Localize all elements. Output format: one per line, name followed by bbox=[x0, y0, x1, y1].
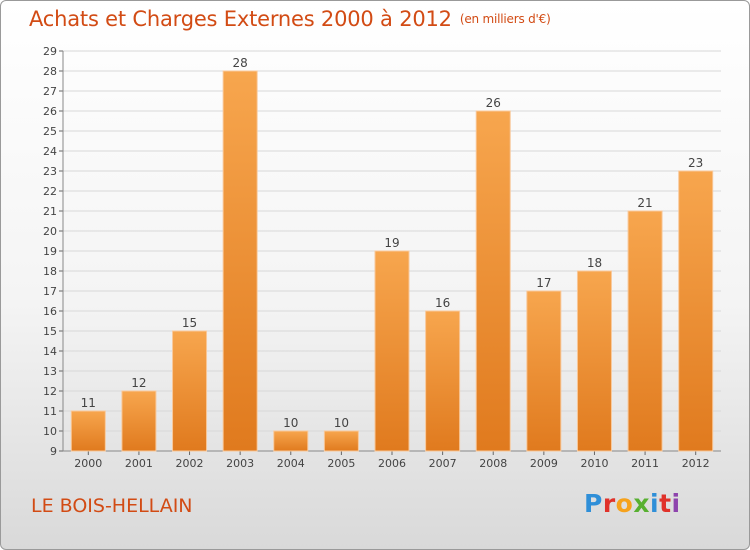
x-tick-label-2001: 2001 bbox=[125, 457, 153, 470]
bar-2012 bbox=[678, 170, 714, 452]
y-tick-label: 12 bbox=[43, 385, 57, 398]
x-tick-label-2006: 2006 bbox=[378, 457, 406, 470]
y-tick-label: 25 bbox=[43, 125, 57, 138]
data-label-2006: 19 bbox=[384, 236, 399, 250]
x-tick-label-2007: 2007 bbox=[429, 457, 457, 470]
y-tick-label: 11 bbox=[43, 405, 57, 418]
x-tick-labels: 2000 2001 2002 2003 2004 2005 2006 2007 2008 2009… bbox=[74, 457, 709, 470]
bar-2008 bbox=[475, 110, 511, 452]
bar-2009 bbox=[526, 290, 562, 452]
y-tick-label: 27 bbox=[43, 85, 57, 98]
data-label-2011: 21 bbox=[637, 196, 652, 210]
y-tick-labels: 9 10 11 12 13 14 15 16 17 18 19 20 21 22 23 24 25 26 27 28 2… bbox=[43, 45, 57, 458]
data-label-2010: 18 bbox=[587, 256, 602, 270]
y-tick-label: 15 bbox=[43, 325, 57, 338]
y-tick-label: 18 bbox=[43, 265, 57, 278]
x-tick-label-2008: 2008 bbox=[479, 457, 507, 470]
bar-2003 bbox=[222, 70, 258, 452]
x-tick-label-2011: 2011 bbox=[631, 457, 659, 470]
x-tick-label-2000: 2000 bbox=[74, 457, 102, 470]
x-tick-label-2005: 2005 bbox=[327, 457, 355, 470]
bar-2002 bbox=[172, 330, 208, 452]
proxiti-logo: Proxiti bbox=[584, 489, 681, 518]
data-label-2000: 11 bbox=[81, 396, 96, 410]
bar-2011 bbox=[627, 210, 663, 452]
data-label-2007: 16 bbox=[435, 296, 450, 310]
y-tick-label: 16 bbox=[43, 305, 57, 318]
y-tick-label: 26 bbox=[43, 105, 57, 118]
y-tick-label: 17 bbox=[43, 285, 57, 298]
chart-title: Achats et Charges Externes 2000 à 2012 (e… bbox=[29, 7, 551, 31]
data-labels: 11 12 15 28 10 10 19 16 26 17 18 21 23 bbox=[81, 56, 704, 430]
x-tick-label-2012: 2012 bbox=[682, 457, 710, 470]
y-tick-label: 9 bbox=[50, 445, 57, 458]
bar-2006 bbox=[374, 250, 410, 452]
data-label-2004: 10 bbox=[283, 416, 298, 430]
y-tick-label: 24 bbox=[43, 145, 57, 158]
bar-2004 bbox=[273, 430, 309, 452]
data-label-2002: 15 bbox=[182, 316, 197, 330]
y-tick-label: 13 bbox=[43, 365, 57, 378]
data-label-2001: 12 bbox=[131, 376, 146, 390]
bar-2000 bbox=[70, 410, 106, 452]
x-tick-label-2003: 2003 bbox=[226, 457, 254, 470]
x-tick-label-2002: 2002 bbox=[176, 457, 204, 470]
data-label-2005: 10 bbox=[334, 416, 349, 430]
y-tick-label: 29 bbox=[43, 45, 57, 58]
bars bbox=[70, 70, 714, 452]
x-tick-label-2004: 2004 bbox=[277, 457, 305, 470]
data-label-2003: 28 bbox=[233, 56, 248, 70]
x-tick-label-2009: 2009 bbox=[530, 457, 558, 470]
chart-title-text: Achats et Charges Externes 2000 à 2012 bbox=[29, 7, 452, 31]
bar-2005 bbox=[323, 430, 359, 452]
data-label-2008: 26 bbox=[486, 96, 501, 110]
y-tick-label: 23 bbox=[43, 165, 57, 178]
y-tick-label: 28 bbox=[43, 65, 57, 78]
y-tick-label: 14 bbox=[43, 345, 57, 358]
y-tick-label: 19 bbox=[43, 245, 57, 258]
y-tick-label: 10 bbox=[43, 425, 57, 438]
y-tick-label: 21 bbox=[43, 205, 57, 218]
chart-subtitle: (en milliers d'€) bbox=[459, 12, 551, 26]
bar-2007 bbox=[425, 310, 461, 452]
y-tick-label: 20 bbox=[43, 225, 57, 238]
x-tick-label-2010: 2010 bbox=[580, 457, 608, 470]
data-label-2012: 23 bbox=[688, 156, 703, 170]
commune-name: LE BOIS-HELLAIN bbox=[31, 495, 193, 517]
y-tick-label: 22 bbox=[43, 185, 57, 198]
bar-2010 bbox=[576, 270, 612, 452]
bar-2001 bbox=[121, 390, 157, 452]
data-label-2009: 17 bbox=[536, 276, 551, 290]
